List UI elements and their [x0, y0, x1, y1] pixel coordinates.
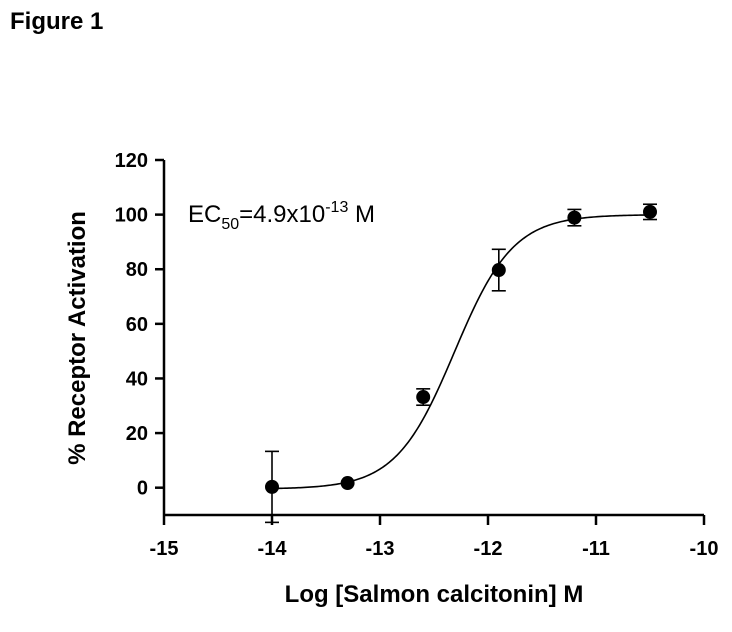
ec50-subscript: 50 — [221, 216, 239, 233]
x-tick-label: -11 — [582, 538, 610, 560]
x-tick-label: -13 — [366, 538, 395, 560]
y-tick-label: 20 — [126, 423, 148, 445]
ec50-annotation: EC50=4.9x10-13 M — [188, 199, 375, 233]
data-points-layer — [265, 203, 657, 524]
x-tick-label: -15 — [150, 538, 179, 560]
data-point — [416, 390, 431, 405]
y-tick-label: 120 — [115, 150, 148, 172]
data-point — [340, 476, 355, 491]
ec50-superscript: -13 — [325, 199, 348, 216]
data-point — [643, 204, 657, 219]
data-point — [491, 263, 506, 278]
y-tick-label: 40 — [126, 368, 148, 390]
figure-label: Figure 1 — [10, 8, 104, 35]
data-point — [265, 479, 279, 494]
y-tick-label: 60 — [126, 314, 148, 336]
y-tick-label: 100 — [115, 205, 148, 227]
fit-curve — [271, 214, 651, 490]
x-axis-title: Log [Salmon calcitonin] M — [285, 581, 584, 608]
x-tick-label: -12 — [474, 538, 503, 560]
y-tick-label: 0 — [137, 478, 148, 500]
ec50-prefix: EC — [188, 201, 221, 228]
ec50-suffix: M — [348, 201, 375, 228]
fit-curve-layer — [271, 214, 651, 490]
data-point — [567, 210, 582, 225]
ec50-middle: =4.9x10 — [239, 201, 325, 228]
chart-axes: 0 20 40 60 80 100 120 -15 -14 -13 -12 -11 -10 — [115, 150, 719, 560]
y-axis-title: % Receptor Activation — [64, 211, 91, 465]
x-tick-label: -10 — [690, 538, 719, 560]
y-tick-label: 80 — [126, 259, 148, 281]
x-tick-label: -14 — [258, 538, 288, 560]
